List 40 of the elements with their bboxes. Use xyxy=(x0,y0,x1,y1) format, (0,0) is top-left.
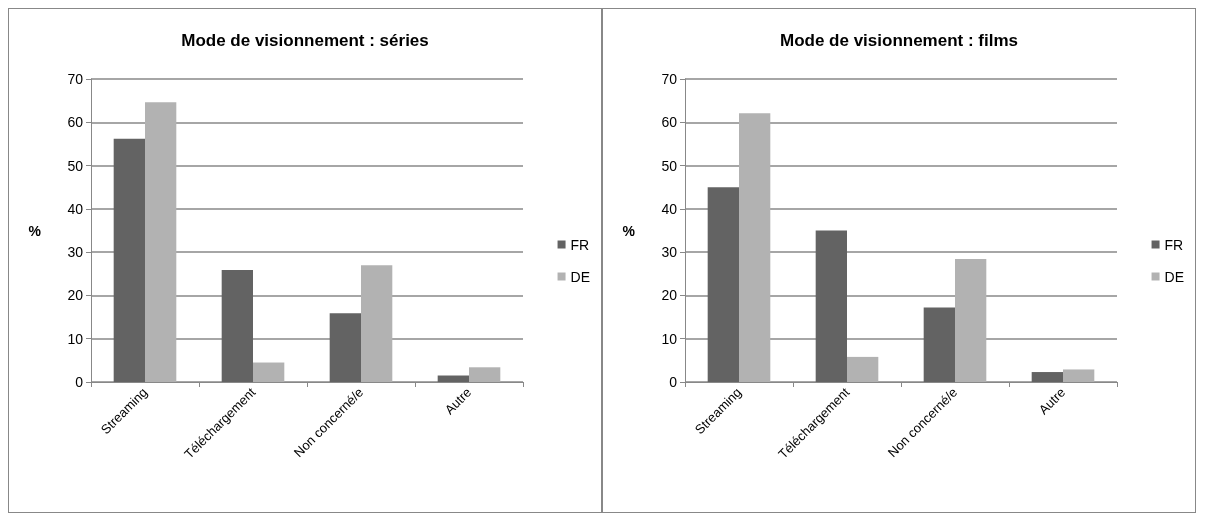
y-tick-label: 10 xyxy=(67,330,84,347)
y-tick-label: 40 xyxy=(661,200,678,217)
legend-label: DE xyxy=(570,268,590,285)
chart-title: Mode de visionnement : séries xyxy=(181,31,429,50)
y-tick-label: 50 xyxy=(67,157,84,174)
y-tick-label: 0 xyxy=(669,374,678,390)
bar xyxy=(253,362,285,382)
y-tick-label: 30 xyxy=(67,244,84,261)
bar xyxy=(1063,369,1095,382)
bar xyxy=(815,230,847,382)
bar xyxy=(739,113,771,382)
bar xyxy=(955,259,987,382)
y-tick-label: 60 xyxy=(67,114,84,131)
bar xyxy=(1031,372,1063,382)
bar xyxy=(361,265,393,382)
bar xyxy=(437,375,469,382)
bar xyxy=(707,187,739,382)
bar xyxy=(113,138,145,382)
legend-label: DE xyxy=(1164,268,1184,285)
y-tick-label: 0 xyxy=(75,374,84,390)
y-tick-label: 30 xyxy=(661,244,678,261)
chart-title: Mode de visionnement : films xyxy=(779,31,1019,50)
bar xyxy=(923,307,955,382)
legend-label: FR xyxy=(1164,236,1184,253)
y-tick-label: 60 xyxy=(661,114,678,131)
y-axis-title: % xyxy=(622,222,636,239)
y-tick-label: 40 xyxy=(67,200,84,217)
bar xyxy=(847,356,879,382)
y-tick-label: 10 xyxy=(661,330,678,347)
legend-label: FR xyxy=(570,236,590,253)
bar xyxy=(145,102,177,382)
y-tick-label: 20 xyxy=(661,287,678,304)
y-tick-label: 70 xyxy=(67,71,84,87)
y-tick-label: 70 xyxy=(661,71,678,87)
bar xyxy=(221,269,253,382)
y-tick-label: 50 xyxy=(661,157,678,174)
y-axis-title: % xyxy=(28,222,42,239)
bar xyxy=(469,367,501,382)
y-tick-label: 20 xyxy=(67,287,84,304)
bar xyxy=(329,313,361,382)
